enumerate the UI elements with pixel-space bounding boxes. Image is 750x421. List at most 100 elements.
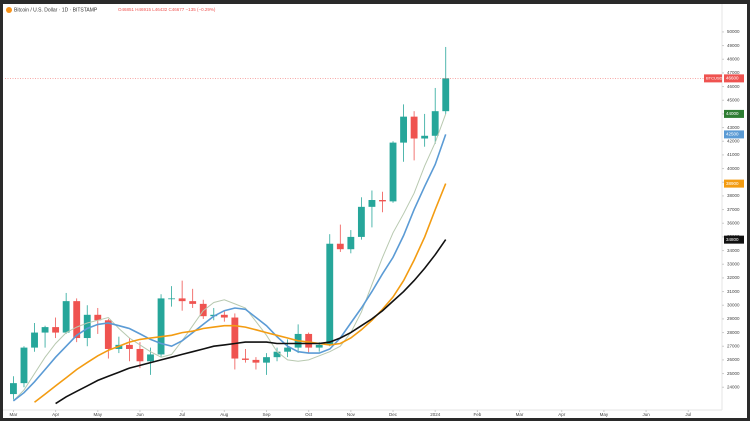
x-tick-label: Mar <box>516 412 524 417</box>
ohlc-readout: O46851 H46915 L46432 C46677 −135 (−0.29%… <box>118 7 216 12</box>
candle-body <box>10 383 17 395</box>
y-tick-label: 29000 <box>727 316 740 321</box>
ma-price-tag-label: 44000 <box>726 111 739 116</box>
y-tick-label: 37000 <box>727 207 740 212</box>
candle-body <box>326 243 334 345</box>
candle-body <box>83 314 91 339</box>
candle-body <box>442 78 450 112</box>
candle-body <box>94 314 102 321</box>
y-tick-label: 33000 <box>727 261 740 266</box>
candle-body <box>136 348 144 362</box>
candle-body <box>379 200 386 202</box>
chart-background <box>3 4 747 418</box>
y-tick-label: 31000 <box>727 289 740 294</box>
x-tick-label: 2024 <box>430 412 441 417</box>
candle-body <box>52 327 60 333</box>
moving-average-line <box>12 134 447 402</box>
candle-body <box>178 298 186 302</box>
chart-title: Bitcoin / U.S. Dollar · 1D · BITSTAMP <box>14 7 98 13</box>
last-price-tag <box>724 74 744 83</box>
candle-body <box>336 243 344 250</box>
candle-body <box>347 236 355 250</box>
candle-body <box>431 111 439 136</box>
x-tick-label: Sep <box>262 412 271 417</box>
y-tick-label: 40000 <box>727 166 740 171</box>
candle-body <box>168 298 176 300</box>
ma-price-tag-label: 42500 <box>726 132 739 137</box>
candle-body <box>284 347 292 352</box>
candle-body <box>189 301 197 304</box>
candle-body <box>368 200 376 207</box>
candle-body <box>41 327 49 333</box>
candle-body <box>157 298 165 355</box>
candle-body <box>220 314 228 318</box>
y-tick-label: 27000 <box>727 343 740 348</box>
candle-body <box>241 358 249 360</box>
y-tick-label: 46000 <box>727 84 740 89</box>
x-tick-label: Feb <box>473 412 481 417</box>
coin-icon <box>6 7 12 13</box>
candle-body <box>252 359 260 363</box>
y-tick-label: 49000 <box>727 43 740 48</box>
y-tick-label: 32000 <box>727 275 740 280</box>
candle-body <box>357 206 365 237</box>
ma-price-tag-label: 34800 <box>726 237 739 242</box>
y-tick-label: 50000 <box>727 29 740 34</box>
x-tick-label: Apr <box>52 412 60 417</box>
moving-average-line <box>13 113 447 402</box>
ma-price-tag-label: 38900 <box>726 181 739 186</box>
y-tick-label: 34000 <box>727 248 740 253</box>
candle-body <box>305 333 313 348</box>
y-tick-label: 24000 <box>727 384 740 389</box>
y-tick-label: 41000 <box>727 152 740 157</box>
y-tick-label: 26000 <box>727 357 740 362</box>
candle-body <box>73 301 81 339</box>
x-tick-label: Jun <box>136 412 144 417</box>
candle-body <box>273 351 281 358</box>
x-tick-label: Mar <box>10 412 18 417</box>
last-price-tag-label: 46600 <box>726 76 739 81</box>
ma-price-tag <box>724 109 744 118</box>
y-tick-label: 43000 <box>727 125 740 130</box>
candle-body <box>231 317 239 359</box>
candle-body <box>147 354 154 362</box>
candle-body <box>263 357 270 363</box>
last-price-symbol: BTCUSD <box>706 75 723 80</box>
last-price-symbol-tag <box>704 74 722 83</box>
x-tick-label: May <box>94 412 103 417</box>
x-tick-label: May <box>600 412 609 417</box>
y-tick-label: 47000 <box>727 70 740 75</box>
moving-average-line <box>55 239 447 405</box>
x-tick-label: Apr <box>558 412 566 417</box>
candle-body <box>410 116 418 139</box>
x-tick-label: Aug <box>220 412 229 417</box>
y-tick-label: 28000 <box>727 330 740 335</box>
y-tick-label: 48000 <box>727 56 740 61</box>
candle-body <box>400 116 407 143</box>
x-tick-label: Dec <box>389 412 398 417</box>
y-tick-label: 30000 <box>727 302 740 307</box>
candle-body <box>389 142 397 202</box>
y-tick-label: 38000 <box>727 193 740 198</box>
x-tick-label: Nov <box>347 412 356 417</box>
ma-price-tag <box>724 179 744 188</box>
candle-body <box>315 344 323 348</box>
candle-body <box>20 347 28 384</box>
candle-body <box>125 344 133 349</box>
candle-body <box>31 332 38 348</box>
x-tick-label: Oct <box>305 412 313 417</box>
x-tick-label: Jun <box>642 412 650 417</box>
candle-body <box>421 135 429 139</box>
y-tick-label: 45000 <box>727 97 740 102</box>
candle-body <box>199 303 207 317</box>
y-tick-label: 36000 <box>727 220 740 225</box>
candle-body <box>104 320 112 349</box>
y-tick-label: 25000 <box>727 371 740 376</box>
ma-price-tag <box>724 130 744 139</box>
y-tick-label: 42000 <box>727 138 740 143</box>
x-tick-label: Jul <box>685 412 691 417</box>
candle-body <box>62 301 70 333</box>
ma-price-tag <box>724 235 744 244</box>
